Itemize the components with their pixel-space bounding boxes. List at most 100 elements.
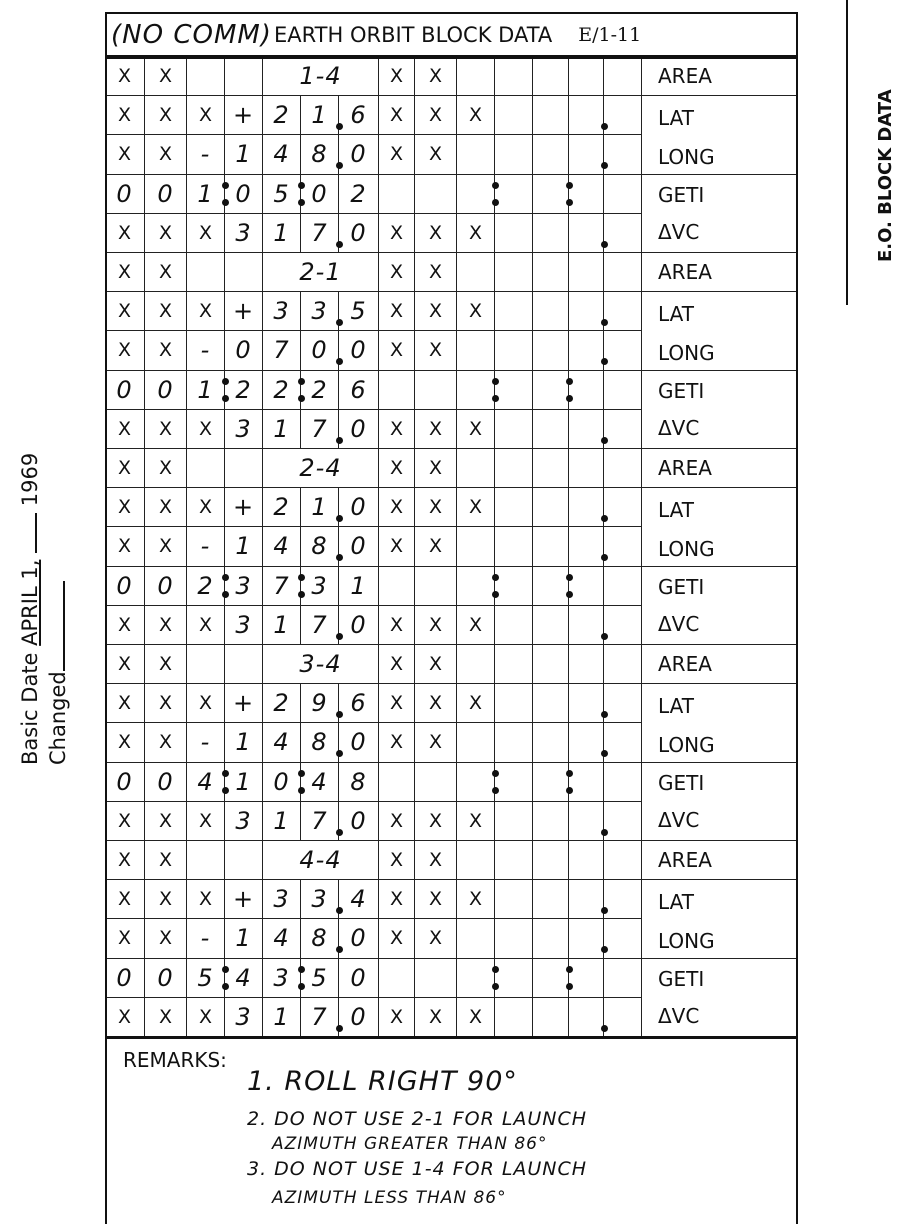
lat-cell: X <box>415 96 457 136</box>
area-cell: X <box>145 253 187 293</box>
long-cell: 1 <box>225 135 263 175</box>
area-cell: X <box>379 253 415 293</box>
lat-long-label: LAT LONG <box>642 96 798 175</box>
geti-cell <box>533 762 569 802</box>
dvc-cell: 1 <box>263 605 301 645</box>
colon-dot <box>297 966 305 974</box>
area-cell <box>569 253 604 293</box>
geti-cell: 8 <box>339 762 379 802</box>
area-cell <box>604 57 642 97</box>
dvc-cell: 3 <box>225 605 263 645</box>
area-cell: X <box>105 449 145 489</box>
dvc-cell: 7 <box>301 801 339 841</box>
lat-cell: 6 <box>339 684 379 724</box>
long-cell: 0 <box>225 331 263 371</box>
long-label: LONG <box>658 929 715 954</box>
area-cell: X <box>105 841 145 881</box>
geti-cell <box>457 174 495 214</box>
colon-dot <box>565 199 573 207</box>
lat-long-label: LAT LONG <box>642 880 798 959</box>
area-cell <box>569 841 604 881</box>
dvc-cell: X <box>415 801 457 841</box>
dvc-cell: 7 <box>301 213 339 253</box>
geti-cell: 0 <box>105 174 145 214</box>
geti-cell: 0 <box>145 958 187 998</box>
geti-cell <box>379 174 415 214</box>
geti-label: GETI <box>658 378 705 403</box>
lat-cell: X <box>379 488 415 528</box>
colon-dot <box>221 199 229 207</box>
geti-cell: 5 <box>301 958 339 998</box>
decimal-point <box>600 828 608 836</box>
area-cell <box>533 449 569 489</box>
area-cell <box>457 449 495 489</box>
lat-cell: X <box>457 488 495 528</box>
decimal-point <box>600 906 608 914</box>
geti-cell <box>457 762 495 802</box>
dvc-cell: 3 <box>225 213 263 253</box>
long-cell: X <box>415 723 457 763</box>
area-value: 2-1 <box>263 253 379 293</box>
lat-cell: X <box>105 684 145 724</box>
lat-cell: 3 <box>263 292 301 332</box>
area-cell: X <box>415 449 457 489</box>
dvc-cell: X <box>379 409 415 449</box>
area-cell <box>225 645 263 685</box>
lat-cell <box>533 684 569 724</box>
area-cell <box>225 57 263 97</box>
lat-cell: + <box>225 880 263 920</box>
dvc-cell <box>604 801 642 841</box>
lat-label: LAT <box>658 498 694 523</box>
area-label: AREA <box>642 253 798 293</box>
geti-dvc-label: GETI ΔVC <box>642 567 798 645</box>
lat-cell <box>495 684 533 724</box>
changed-date: Changed <box>46 581 70 765</box>
long-cell <box>569 919 604 959</box>
dvc-cell: X <box>105 213 145 253</box>
area-cell <box>457 645 495 685</box>
colon-dot <box>491 770 499 778</box>
tab-edge <box>846 0 848 305</box>
area-cell: X <box>145 449 187 489</box>
lat-cell: + <box>225 684 263 724</box>
lat-cell: X <box>457 292 495 332</box>
area-label: AREA <box>642 841 798 881</box>
lat-cell: X <box>415 880 457 920</box>
area-cell <box>495 57 533 97</box>
decimal-point <box>600 122 608 130</box>
lat-label: LAT <box>658 694 694 719</box>
long-cell: X <box>145 331 187 371</box>
long-cell: 1 <box>225 527 263 567</box>
area-cell <box>187 841 225 881</box>
geti-cell: 2 <box>339 174 379 214</box>
lat-cell: X <box>415 684 457 724</box>
area-cell: X <box>415 253 457 293</box>
decimal-point <box>335 240 343 248</box>
remark-2: 2. DO NOT USE 2-1 FOR LAUNCH <box>247 1108 588 1130</box>
lat-cell <box>604 880 642 920</box>
geti-label: GETI <box>658 182 705 207</box>
colon-dot <box>297 770 305 778</box>
geti-cell <box>415 370 457 410</box>
dvc-cell: X <box>415 605 457 645</box>
long-cell <box>604 919 642 959</box>
lat-cell: X <box>379 880 415 920</box>
dvc-cell: 1 <box>263 409 301 449</box>
dvc-cell: X <box>379 213 415 253</box>
long-cell <box>533 919 569 959</box>
long-cell: 0 <box>339 723 379 763</box>
colon-dot <box>297 199 305 207</box>
lat-cell: X <box>145 684 187 724</box>
colon-dot <box>221 966 229 974</box>
geti-cell <box>604 566 642 606</box>
long-cell <box>457 135 495 175</box>
long-cell: - <box>187 135 225 175</box>
lat-long-label: LAT LONG <box>642 488 798 567</box>
decimal-point <box>335 162 343 170</box>
grid-frame <box>105 57 798 1039</box>
remarks-box: REMARKS: 1. ROLL RIGHT 90° 2. DO NOT USE… <box>105 1036 798 1224</box>
decimal-point <box>600 750 608 758</box>
area-cell <box>604 841 642 881</box>
long-cell: 8 <box>301 723 339 763</box>
